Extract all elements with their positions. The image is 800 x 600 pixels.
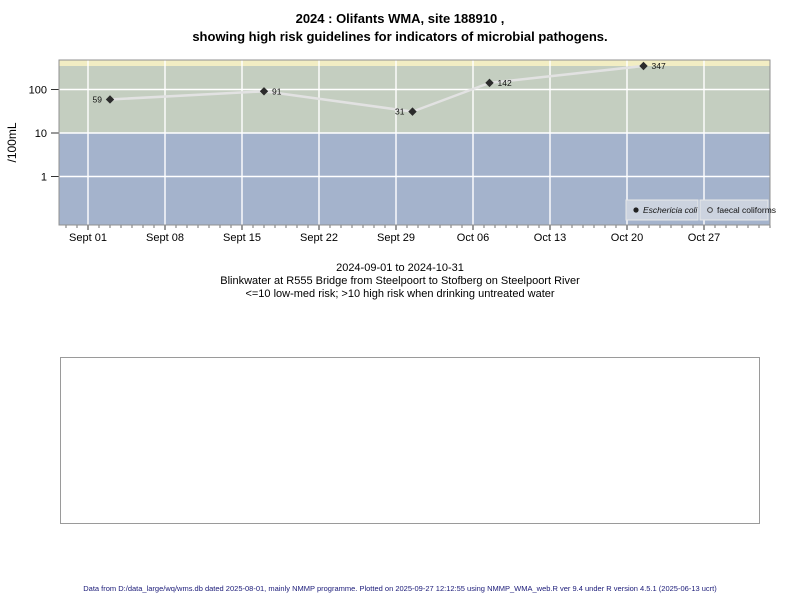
chart-svg: Sept 01 Sept 08 Sept 15 Sept 22 Sept 29 Oct 0…	[5, 59, 776, 244]
x-tick-label: Oct 06	[457, 232, 489, 244]
data-point-label: 347	[652, 61, 666, 71]
legend-filled-dot-icon	[633, 207, 639, 213]
data-point-marker	[408, 107, 417, 116]
chart-legend: Eschericia coli faecal coliforms	[625, 199, 776, 221]
data-point-marker	[259, 87, 269, 96]
data-point-label: 142	[498, 78, 512, 88]
data-point-marker	[105, 95, 115, 104]
legend-label: faecal coliforms	[717, 205, 776, 215]
x-tick-label: Oct 13	[534, 232, 566, 244]
data-point-label: 59	[93, 94, 103, 104]
data-point-marker	[485, 78, 494, 88]
y-tick-label: 100	[29, 85, 47, 97]
chart-title-line2: showing high risk guidelines for indicat…	[192, 29, 608, 44]
y-axis: 1 10 100/100mL	[5, 85, 59, 184]
x-tick-label: Sept 15	[223, 232, 261, 244]
data-point-label: 91	[272, 86, 282, 96]
y-tick-label: 1	[41, 172, 47, 184]
x-tick-label: Sept 29	[377, 232, 415, 244]
x-tick-label: Oct 27	[688, 232, 720, 244]
x-tick-label: Sept 01	[69, 232, 107, 244]
caption-risk-note: <=10 low-med risk; >10 high risk when dr…	[245, 288, 555, 300]
x-axis: Sept 01 Sept 08 Sept 15 Sept 22 Sept 29 Oct 0…	[65, 225, 771, 244]
footer-provenance: Data from D:/data_large/wq/wms.db dated …	[83, 584, 717, 593]
chart-title-line1: 2024 : Olifants WMA, site 188910 ,	[295, 11, 505, 26]
caption-date-range: 2024-09-01 to 2024-10-31	[336, 262, 464, 274]
empty-panel	[60, 357, 760, 524]
x-tick-label: Sept 22	[300, 232, 338, 244]
y-tick-label: 10	[35, 128, 47, 140]
legend-box	[699, 199, 769, 221]
legend-box	[625, 199, 699, 221]
gridlines	[59, 60, 770, 225]
y-axis-title: /100mL	[5, 122, 19, 162]
x-tick-label: Sept 08	[146, 232, 184, 244]
chart-title: 2024 : Olifants WMA, site 188910 , showi…	[0, 10, 800, 46]
legend-label: Eschericia coli	[643, 205, 698, 215]
legend-open-circle-icon	[707, 207, 713, 213]
data-point-marker	[639, 61, 648, 71]
caption-station: Blinkwater at R555 Bridge from Steelpoor…	[220, 275, 580, 287]
plot-border	[58, 59, 771, 226]
chart-caption: 2024-09-01 to 2024-10-31 Blinkwater at R…	[0, 262, 800, 301]
data-point-label: 31	[395, 107, 405, 117]
x-tick-label: Oct 20	[611, 232, 643, 244]
series-ecoli: 59 91 31 142 347	[93, 61, 666, 117]
